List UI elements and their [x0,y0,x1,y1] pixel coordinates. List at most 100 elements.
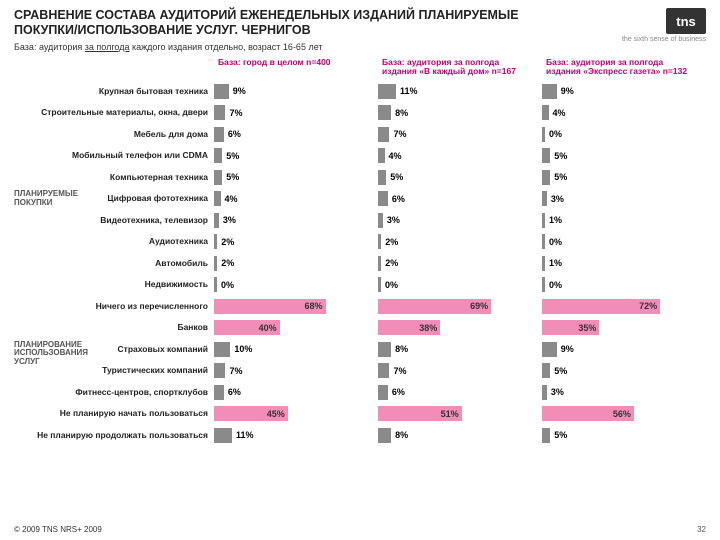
bar-cell: 35% [542,319,706,337]
bar [214,148,222,163]
bar-cell: 3% [378,211,542,229]
row-label: Фитнесс-центров, спортклубов [14,388,214,397]
bar-cell: 6% [378,190,542,208]
page-title: СРАВНЕНИЕ СОСТАВА АУДИТОРИЙ ЕЖЕНЕДЕЛЬНЫХ… [14,8,554,38]
bar-cell: 2% [378,254,542,272]
bar-cell: 5% [542,426,706,444]
bar [378,170,386,185]
chart-row: Автомобиль2%2%1% [14,253,706,275]
bar-cell: 45% [214,405,378,423]
row-label: Мебель для дома [14,130,214,139]
bar [378,342,391,357]
bar [542,127,545,142]
bar-cell: 2% [214,254,378,272]
bar [214,256,217,271]
bar-cell: 68% [214,297,378,315]
bar [214,191,221,206]
row-label: Крупная бытовая техника [14,87,214,96]
chart-row: Не планирую начать пользоваться45%51%56% [14,403,706,425]
col-header-3: База: аудитория за полгода издания «Эксп… [542,58,706,77]
page-number: 32 [697,525,706,534]
bar: 35% [542,320,599,335]
chart-row: Компьютерная техника5%5%5% [14,167,706,189]
bar-cell: 56% [542,405,706,423]
bar-cell: 5% [542,147,706,165]
bar-cell: 5% [214,168,378,186]
bar-cell: 6% [378,383,542,401]
bar-cell: 5% [542,168,706,186]
bar-cell: 3% [542,383,706,401]
row-label: Мобильный телефон или CDMA [14,151,214,160]
bar [378,234,381,249]
bar [378,105,391,120]
bar [542,213,545,228]
row-label: Компьютерная техника [14,173,214,182]
chart-row: Мобильный телефон или CDMA5%4%5% [14,145,706,167]
bar [378,363,389,378]
bar-cell: 9% [542,340,706,358]
logo: tns [666,8,706,34]
chart-row: Мебель для дома6%7%0% [14,124,706,146]
bar [378,428,391,443]
group-label-services: ПЛАНИРОВАНИЕ ИСПОЛЬЗОВАНИЯ УСЛУГ [14,341,84,367]
bar-cell: 5% [542,362,706,380]
col-header-1: База: город в целом n=400 [214,58,378,77]
bar-cell: 0% [542,233,706,251]
bar-cell: 7% [214,362,378,380]
bar [214,363,225,378]
bar [378,191,388,206]
bar [214,385,224,400]
bar-cell: 0% [214,276,378,294]
row-label: Недвижимость [14,280,214,289]
bar [378,277,381,292]
bar-cell: 11% [214,426,378,444]
bar: 68% [214,299,326,314]
bar-cell: 69% [378,297,542,315]
chart-row: Цифровая фототехника4%6%3% [14,188,706,210]
bar [214,170,222,185]
bar [378,84,396,99]
bar [542,342,557,357]
bar [542,105,549,120]
bar [214,213,219,228]
bar-cell: 6% [214,383,378,401]
chart-row: Ничего из перечисленного68%69%72% [14,296,706,318]
bar-cell: 0% [542,125,706,143]
group-label-purchases: ПЛАНИРУЕМЫЕ ПОКУПКИ [14,190,84,208]
bar: 69% [378,299,491,314]
bar-cell: 9% [214,82,378,100]
bar [214,234,217,249]
bar-cell: 11% [378,82,542,100]
row-label: Автомобиль [14,259,214,268]
comparison-chart: Крупная бытовая техника9%11%9%Строительн… [14,81,706,447]
bar [542,170,550,185]
bar-cell: 2% [378,233,542,251]
bar-cell: 8% [378,340,542,358]
bar-cell: 7% [378,125,542,143]
bar [542,234,545,249]
chart-row: Аудиотехника2%2%0% [14,231,706,253]
bar [214,342,230,357]
row-label: Аудиотехника [14,237,214,246]
bar-cell: 7% [378,362,542,380]
bar-cell: 6% [214,125,378,143]
footer-copyright: © 2009 TNS NRS+ 2009 [14,525,102,534]
bar [542,191,547,206]
bar [214,277,217,292]
bar: 56% [542,406,634,421]
bar [214,127,224,142]
chart-row: Недвижимость0%0%0% [14,274,706,296]
bar [542,277,545,292]
bar [378,213,383,228]
col-header-2: База: аудитория за полгода издания «В ка… [378,58,542,77]
bar-cell: 1% [542,254,706,272]
row-label: Видеотехника, телевизор [14,216,214,225]
row-label: Строительные материалы, окна, двери [14,108,214,117]
bar-cell: 8% [378,426,542,444]
chart-row: Крупная бытовая техника9%11%9% [14,81,706,103]
bar-cell: 5% [214,147,378,165]
bar: 38% [378,320,440,335]
bar-cell: 3% [542,190,706,208]
column-headers: База: город в целом n=400 База: аудитори… [14,58,706,77]
bar [542,256,545,271]
